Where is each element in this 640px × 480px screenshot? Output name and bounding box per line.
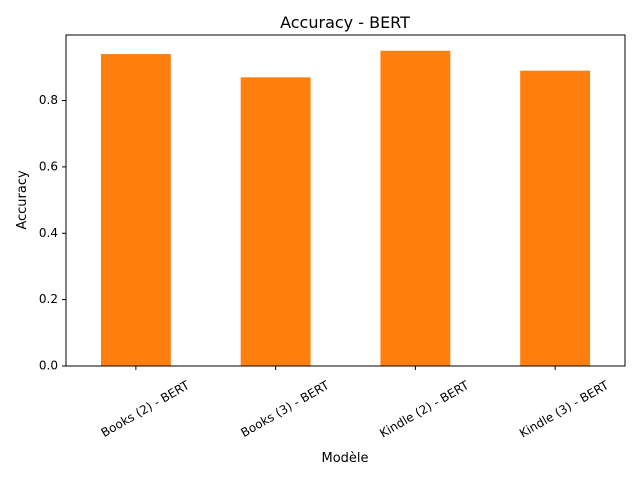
y-ticks-layer: 0.0 0.2 0.4 0.6 0.8	[39, 93, 66, 373]
axes-layer	[65, 34, 626, 367]
x-tick-label-2: Books (3) - BERT	[238, 378, 332, 440]
x-axis-label: Modèle	[321, 451, 368, 466]
y-tick-label-5: 0.8	[39, 93, 58, 107]
y-tick-label-2: 0.2	[39, 292, 58, 306]
x-tick-label-1: Books (2) - BERT	[99, 378, 193, 440]
y-tick-label-4: 0.6	[39, 159, 58, 173]
y-axis-label: Accuracy	[15, 170, 30, 230]
chart-title: Accuracy - BERT	[280, 13, 410, 32]
bar-3	[380, 50, 451, 366]
y-tick-label-1: 0.0	[39, 359, 58, 373]
bar-4	[520, 70, 591, 367]
plot-frame	[65, 34, 626, 367]
x-tick-label-3: Kindle (2) - BERT	[377, 378, 472, 441]
x-tick-label-4: Kindle (3) - BERT	[517, 378, 612, 441]
bar-2	[240, 77, 311, 366]
x-ticks-layer: Books (2) - BERT Books (3) - BERT Kindle (…	[99, 366, 612, 440]
bars-layer	[100, 50, 591, 367]
bar-1	[100, 54, 171, 366]
y-tick-label-3: 0.4	[39, 226, 58, 240]
